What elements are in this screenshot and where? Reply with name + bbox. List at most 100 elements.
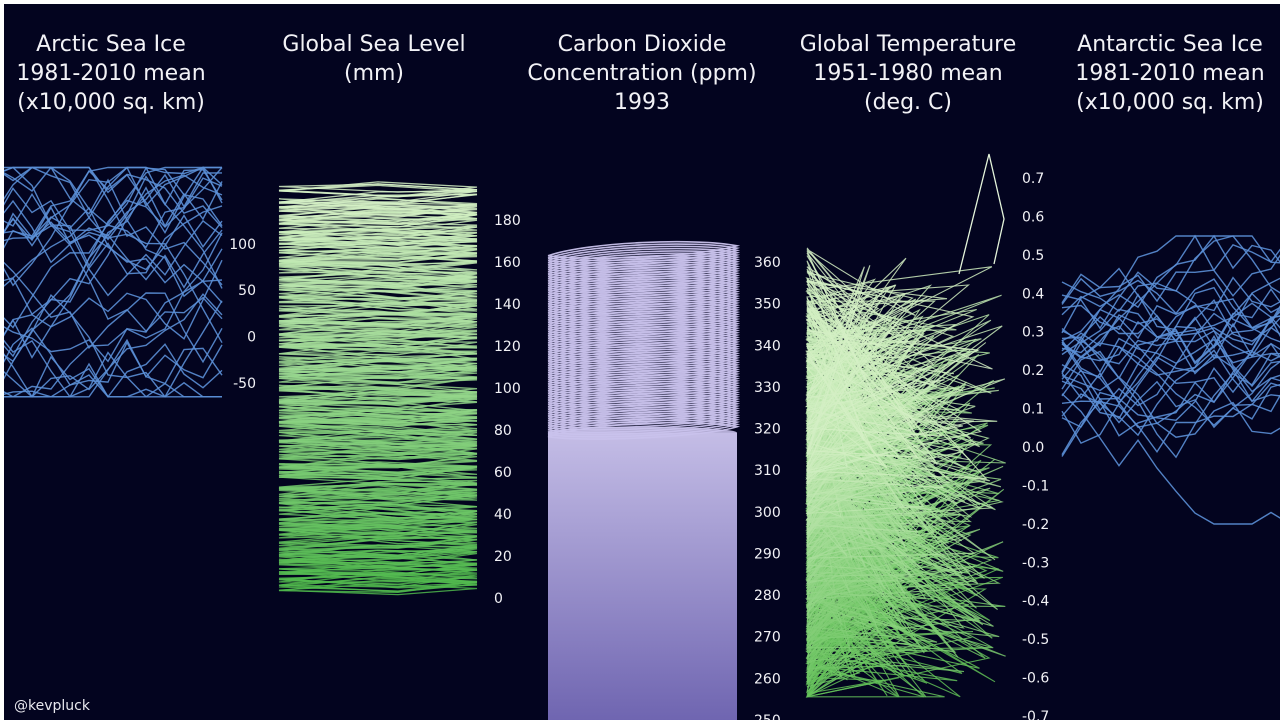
co2-loop [547, 330, 741, 349]
sea-level-spiral-group [278, 181, 478, 596]
antarctic-series-line [1061, 325, 1280, 407]
co2-title-line: Concentration (ppm) [527, 61, 757, 86]
antarctic-series-line [1061, 328, 1280, 374]
co2-loop [547, 410, 741, 429]
co2-loop [547, 307, 741, 326]
temperature-y-tick-label: 0.7 [1022, 171, 1044, 187]
arctic-series-line [4, 166, 223, 234]
arctic-series-line [4, 167, 223, 232]
sea-level-loop [278, 535, 478, 549]
sea-level-loop [278, 250, 478, 263]
sea-level-loop [278, 549, 478, 566]
antarctic-series-line [1061, 234, 1280, 313]
arctic-y-tick-label: 50 [238, 283, 256, 299]
sea-level-loop [278, 370, 478, 383]
antarctic-series-line [1061, 267, 1280, 393]
co2-loop [547, 355, 741, 374]
sea-level-loop [278, 435, 478, 449]
sea-level-loop [278, 255, 478, 267]
arctic-y-tick-label: 0 [247, 329, 256, 345]
temperature-y-tick-label: -0.7 [1022, 709, 1049, 720]
sea-level-loop [278, 408, 478, 423]
sea-level-loop [278, 205, 478, 216]
co2-loop [547, 266, 741, 285]
co2-group [547, 240, 741, 720]
sea-level-loop [278, 391, 478, 405]
antarctic-series-line [1061, 277, 1280, 329]
arctic-series-line [4, 177, 223, 359]
co2-loop [547, 314, 741, 333]
sea-level-loop [278, 325, 478, 339]
sea-level-y-tick-label: 180 [494, 213, 521, 229]
antarctic-title-line: 1981-2010 mean [1075, 61, 1265, 86]
temperature-y-tick-label: 0.2 [1022, 363, 1044, 379]
co2-loop [547, 334, 741, 353]
co2-loop [547, 270, 741, 289]
arctic-title-line: Arctic Sea Ice [36, 32, 186, 57]
sea-level-y-tick-label: 0 [494, 591, 503, 607]
co2-loop [547, 357, 741, 376]
temperature-series-line [805, 284, 956, 438]
sea-level-loop [278, 576, 478, 592]
co2-loop [547, 396, 741, 415]
arctic-title: Arctic Sea Ice 1981-2010 mean (x10,000 s… [16, 30, 205, 117]
co2-loop [547, 311, 741, 330]
temperature-scribble-group [804, 153, 1006, 698]
arctic-series-line [4, 166, 222, 282]
sea-level-loop [278, 190, 478, 203]
temperature-y-tick-label: 0.0 [1022, 440, 1044, 456]
co2-loop [547, 254, 741, 273]
sea-level-loop [278, 356, 478, 373]
temperature-y-tick-label: 0.4 [1022, 286, 1044, 302]
co2-loop [547, 263, 741, 282]
temperature-y-tick-label: -0.3 [1022, 555, 1049, 571]
co2-loop [547, 245, 741, 264]
co2-loop [547, 421, 741, 440]
sea-level-loop [278, 329, 478, 342]
sea-level-loop [278, 357, 478, 371]
co2-loop [547, 321, 741, 340]
co2-loop [547, 364, 741, 383]
arctic-series-line [4, 169, 223, 237]
sea-level-loop [278, 539, 478, 557]
sea-level-loop [278, 314, 478, 326]
co2-loop [547, 343, 741, 362]
co2-y-tick-label: 270 [754, 630, 781, 646]
co2-loop [547, 376, 741, 395]
sea-level-loop [278, 571, 478, 585]
co2-loop [547, 305, 741, 324]
co2-loop [547, 295, 741, 314]
sea-level-loop [278, 370, 478, 380]
sea-level-loop [278, 247, 478, 260]
co2-y-tick-label: 350 [754, 297, 781, 313]
co2-loop [547, 353, 741, 372]
co2-loop [547, 389, 741, 408]
sea-level-loop [278, 263, 478, 280]
sea-level-loop [278, 225, 478, 240]
co2-loop [547, 250, 741, 269]
arctic-series-line [4, 261, 223, 364]
co2-loop [547, 412, 741, 431]
co2-y-tick-label: 340 [754, 338, 781, 354]
temperature-series-line [805, 250, 981, 457]
temperature-y-tick-label: 0.6 [1022, 209, 1044, 225]
co2-title-line: Carbon Dioxide [557, 32, 727, 57]
antarctic-title: Antarctic Sea Ice 1981-2010 mean (x10,00… [1075, 30, 1264, 117]
temperature-y-tick-label: 0.1 [1022, 402, 1044, 418]
co2-loop [547, 300, 741, 319]
sea-level-loop [278, 229, 478, 239]
co2-loop [547, 332, 741, 351]
temperature-y-tick-label: -0.1 [1022, 478, 1049, 494]
sea-level-loop [278, 388, 478, 404]
co2-loop [547, 394, 741, 413]
co2-loop [547, 401, 741, 420]
sea-level-loop [278, 507, 478, 525]
arctic-series-line [4, 166, 223, 329]
co2-loop [547, 362, 741, 381]
co2-loop [547, 268, 741, 287]
arctic-series-line [4, 293, 223, 398]
co2-loop [547, 350, 741, 369]
co2-loop [547, 259, 741, 278]
co2-y-tick-label: 300 [754, 505, 781, 521]
co2-year: 1993 [614, 90, 670, 115]
